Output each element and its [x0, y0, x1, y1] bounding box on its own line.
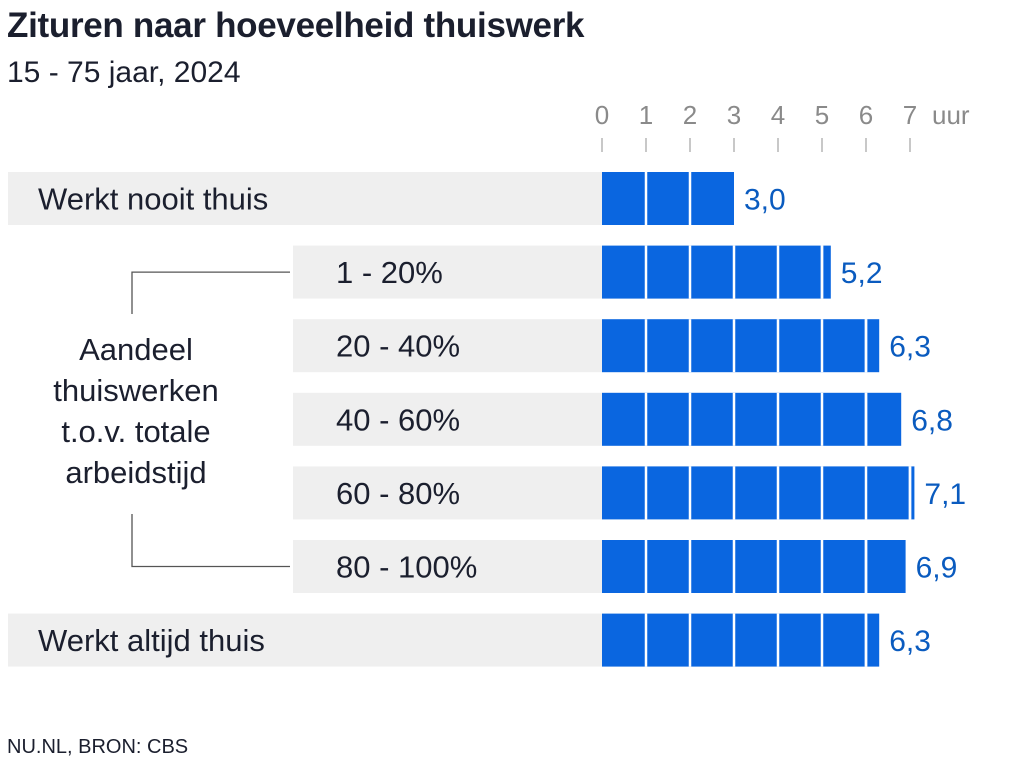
bar [602, 172, 734, 225]
row-background [8, 172, 602, 225]
bar [602, 466, 915, 520]
group-label-line: arbeidstijd [65, 455, 206, 490]
group-bracket-top [131, 271, 290, 314]
chart-title: Zituren naar hoeveelheid thuiswerk [7, 6, 585, 45]
x-tick-label: 5 [815, 100, 829, 130]
x-tick-label: 2 [683, 100, 697, 130]
row-background [293, 466, 602, 520]
bar [602, 319, 880, 373]
value-label: 6,9 [916, 552, 958, 585]
row-background [8, 613, 602, 667]
bar [602, 613, 880, 667]
source-note: NU.NL, BRON: CBS [7, 736, 189, 758]
value-label: 6,3 [889, 331, 931, 364]
x-tick-label: 0 [595, 100, 609, 130]
x-tick-label: 3 [727, 100, 741, 130]
value-label: 6,8 [911, 404, 953, 437]
value-label: 7,1 [924, 478, 966, 511]
row-background [293, 245, 602, 299]
row-background [293, 540, 602, 593]
row-background [293, 319, 602, 373]
value-label: 5,2 [841, 257, 883, 290]
bar [602, 392, 902, 446]
group-label-line: t.o.v. totale [61, 414, 210, 449]
chart-subtitle: 15 - 75 jaar, 2024 [7, 56, 241, 89]
x-tick-label: 4 [771, 100, 785, 130]
value-label: 3,0 [744, 184, 786, 217]
group-bracket-bottom [131, 514, 290, 568]
group-label-line: thuiswerken [53, 373, 218, 408]
x-tick-label: 6 [859, 100, 873, 130]
x-tick-label: 7 [903, 100, 917, 130]
category-label: 60 - 80% [336, 476, 460, 511]
row-background [293, 392, 602, 446]
value-label: 6,3 [889, 625, 931, 658]
category-label: 20 - 40% [336, 329, 460, 364]
x-axis-unit: uur [932, 100, 970, 130]
group-label-line: Aandeel [79, 332, 193, 367]
category-label: Werkt nooit thuis [38, 182, 268, 217]
category-label: 80 - 100% [336, 550, 477, 585]
category-label: 40 - 60% [336, 402, 460, 437]
x-tick-label: 1 [639, 100, 653, 130]
bar [602, 540, 906, 593]
bar [602, 245, 831, 299]
category-label: 1 - 20% [336, 255, 443, 290]
category-label: Werkt altijd thuis [38, 623, 265, 658]
